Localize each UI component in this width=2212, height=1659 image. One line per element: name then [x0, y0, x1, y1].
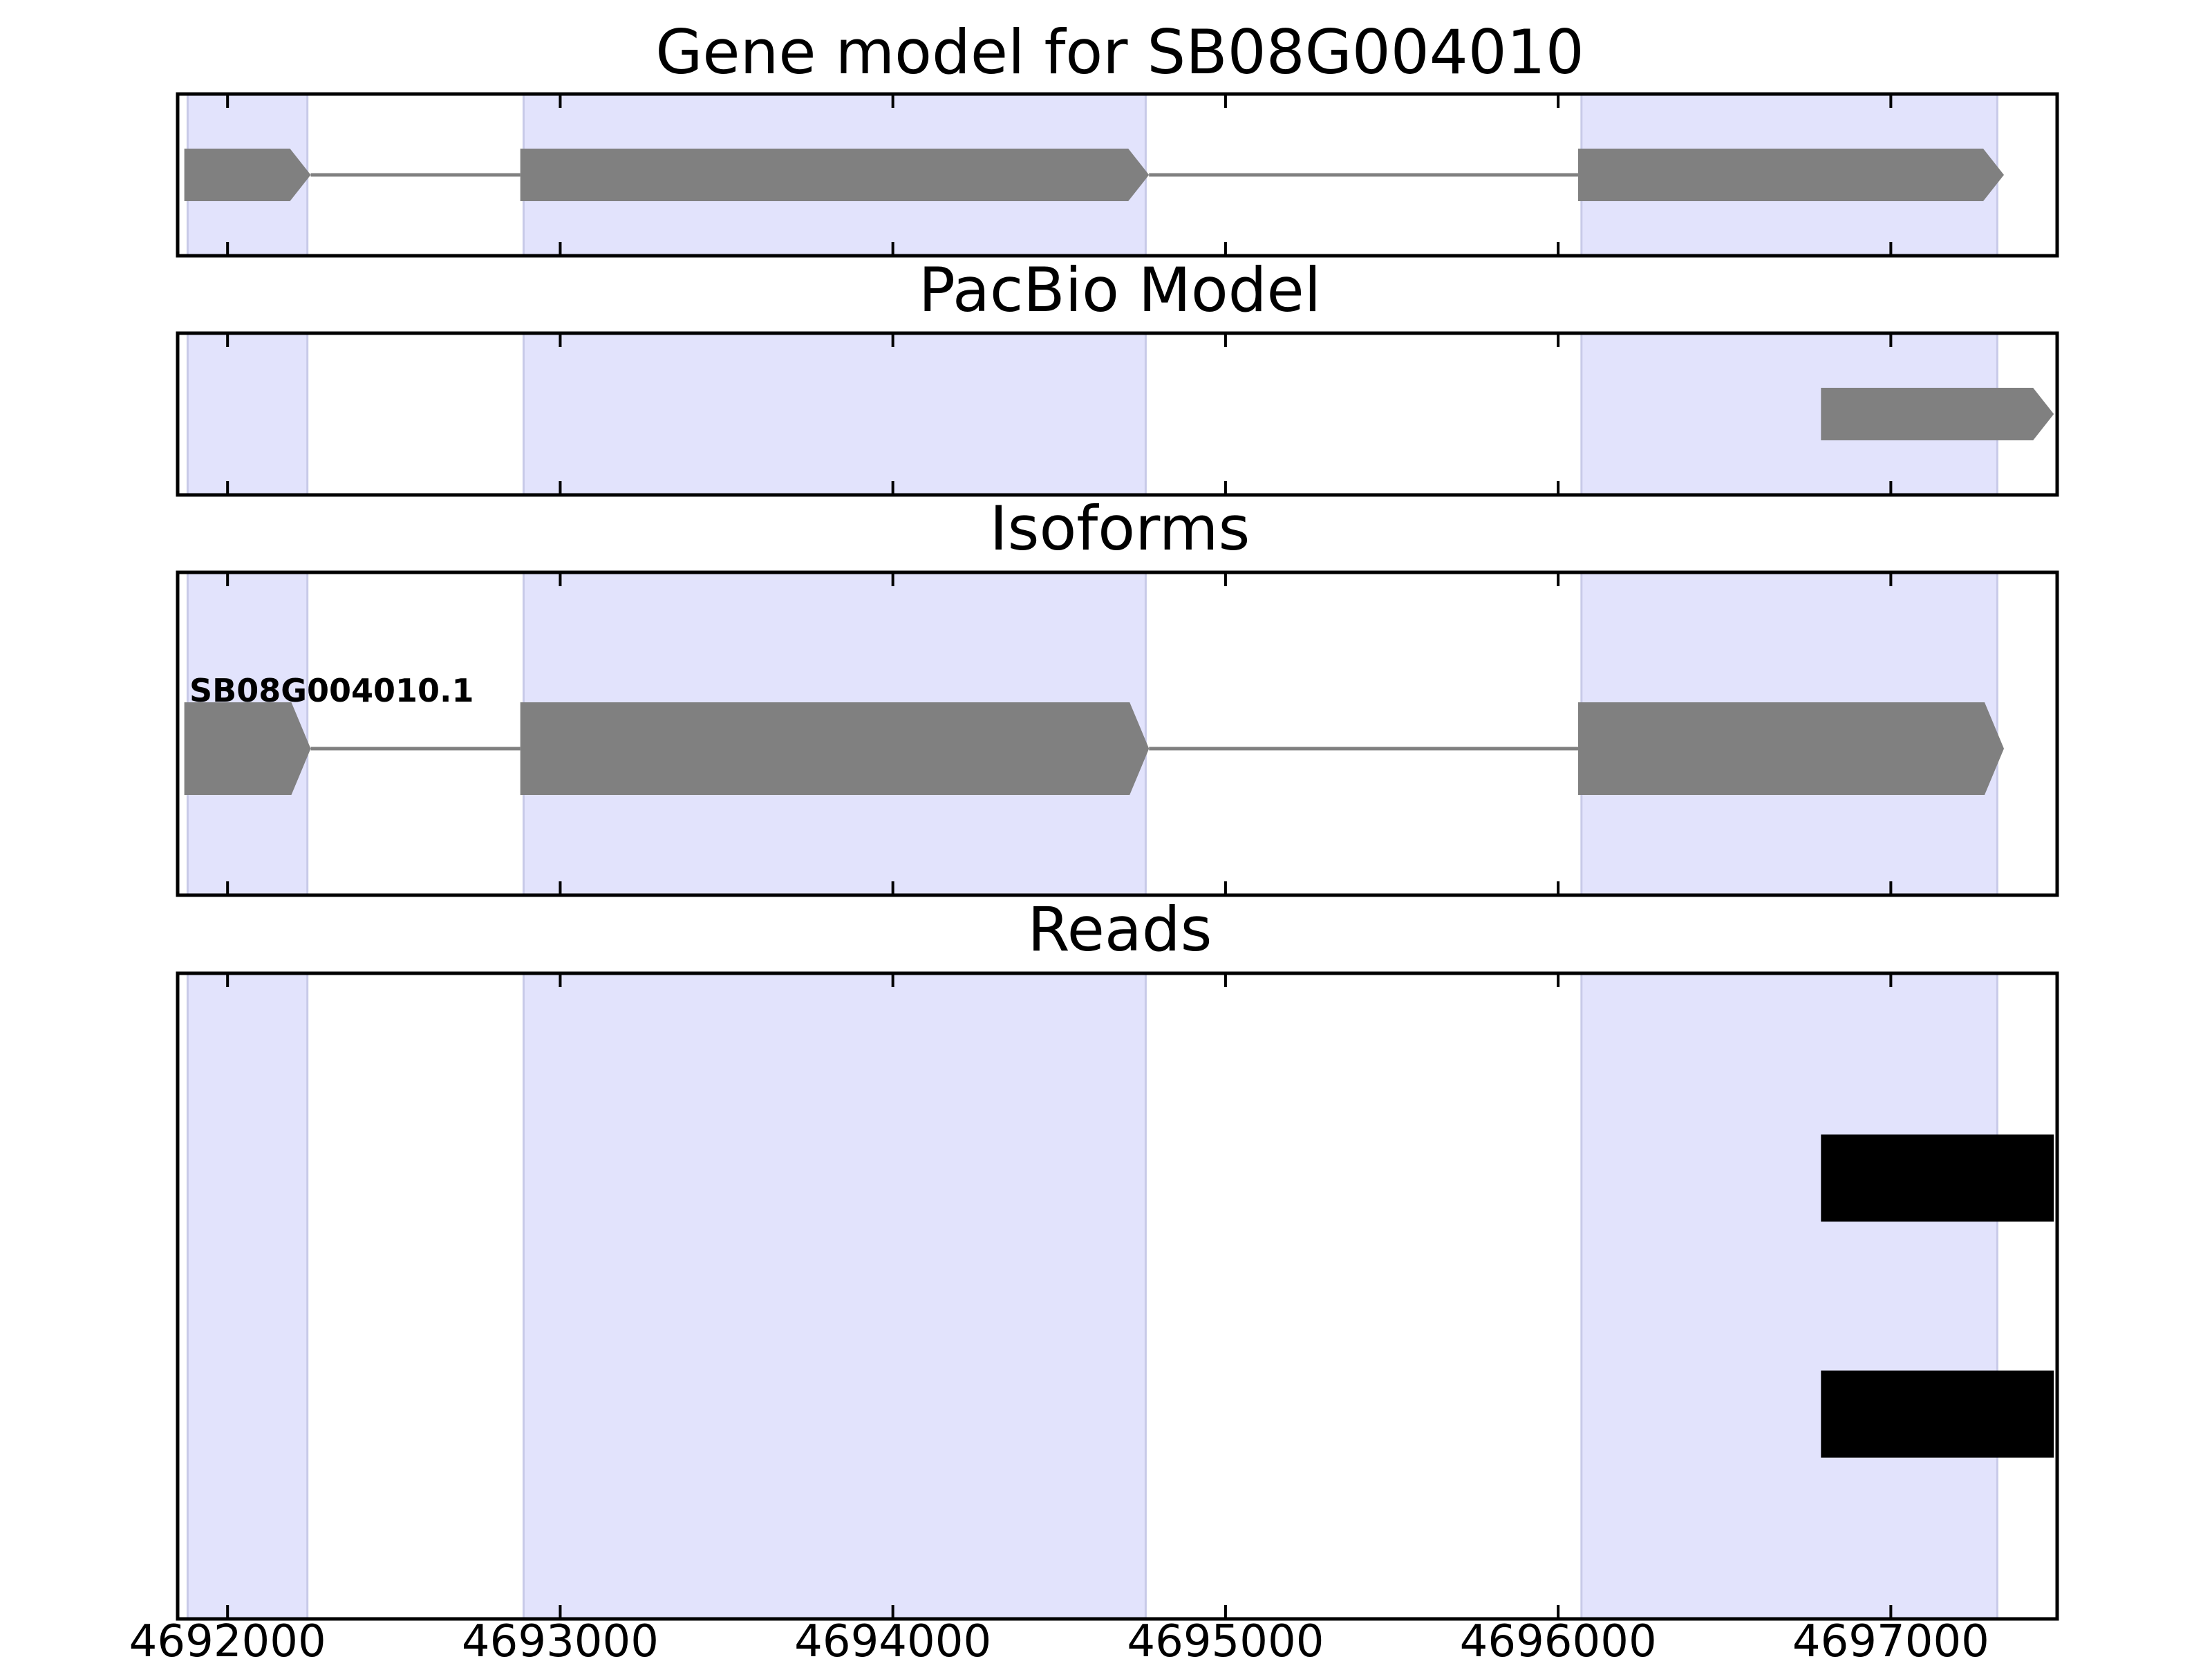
- exon-highlight-region: [186, 972, 309, 1620]
- read-bar: [1821, 1134, 2054, 1222]
- x-tick-label: 4694000: [794, 1616, 991, 1659]
- panel-title-reads: Reads: [1028, 894, 1212, 965]
- x-tick-label: 4693000: [462, 1616, 659, 1659]
- gene-model-panel: [184, 93, 2005, 257]
- exon-arrow: [520, 149, 1150, 201]
- isoforms-panel: [184, 571, 2005, 897]
- panel-title-isoforms: Isoforms: [990, 493, 1250, 564]
- exon-highlight-region: [522, 332, 1147, 496]
- exon-arrow: [1578, 149, 2005, 201]
- x-tick-label: 4692000: [129, 1616, 326, 1659]
- exon-highlight-region: [522, 972, 1147, 1620]
- x-tick-label: 4696000: [1460, 1616, 1657, 1659]
- reads-frame: [176, 971, 2059, 1621]
- exon-arrow: [184, 149, 311, 201]
- exon-arrow: [1578, 702, 2005, 795]
- exon-arrow: [520, 702, 1150, 795]
- gene-model-frame: [176, 92, 2059, 258]
- panel-title-pacbio-model: PacBio Model: [919, 254, 1321, 326]
- exon-arrow: [184, 702, 311, 795]
- exon-highlight-region: [186, 332, 309, 496]
- reads-panel: [186, 972, 2054, 1620]
- isoform-label: SB08G004010.1: [189, 672, 474, 709]
- pacbio-model-frame: [176, 331, 2059, 497]
- x-axis-tick-labels: 4692000 4693000 4694000 4695000 4696000 46970…: [129, 1616, 1989, 1659]
- panel-title-gene-model: Gene model for SB08G004010: [655, 17, 1584, 88]
- x-tick-label: 4697000: [1792, 1616, 1989, 1659]
- exon-highlight-region: [1580, 972, 1998, 1620]
- x-tick-label: 4695000: [1127, 1616, 1324, 1659]
- read-bar: [1821, 1370, 2054, 1458]
- pacbio-model-panel: [186, 332, 2054, 496]
- isoforms-frame: [176, 570, 2059, 897]
- exon-arrow: [1821, 388, 2054, 440]
